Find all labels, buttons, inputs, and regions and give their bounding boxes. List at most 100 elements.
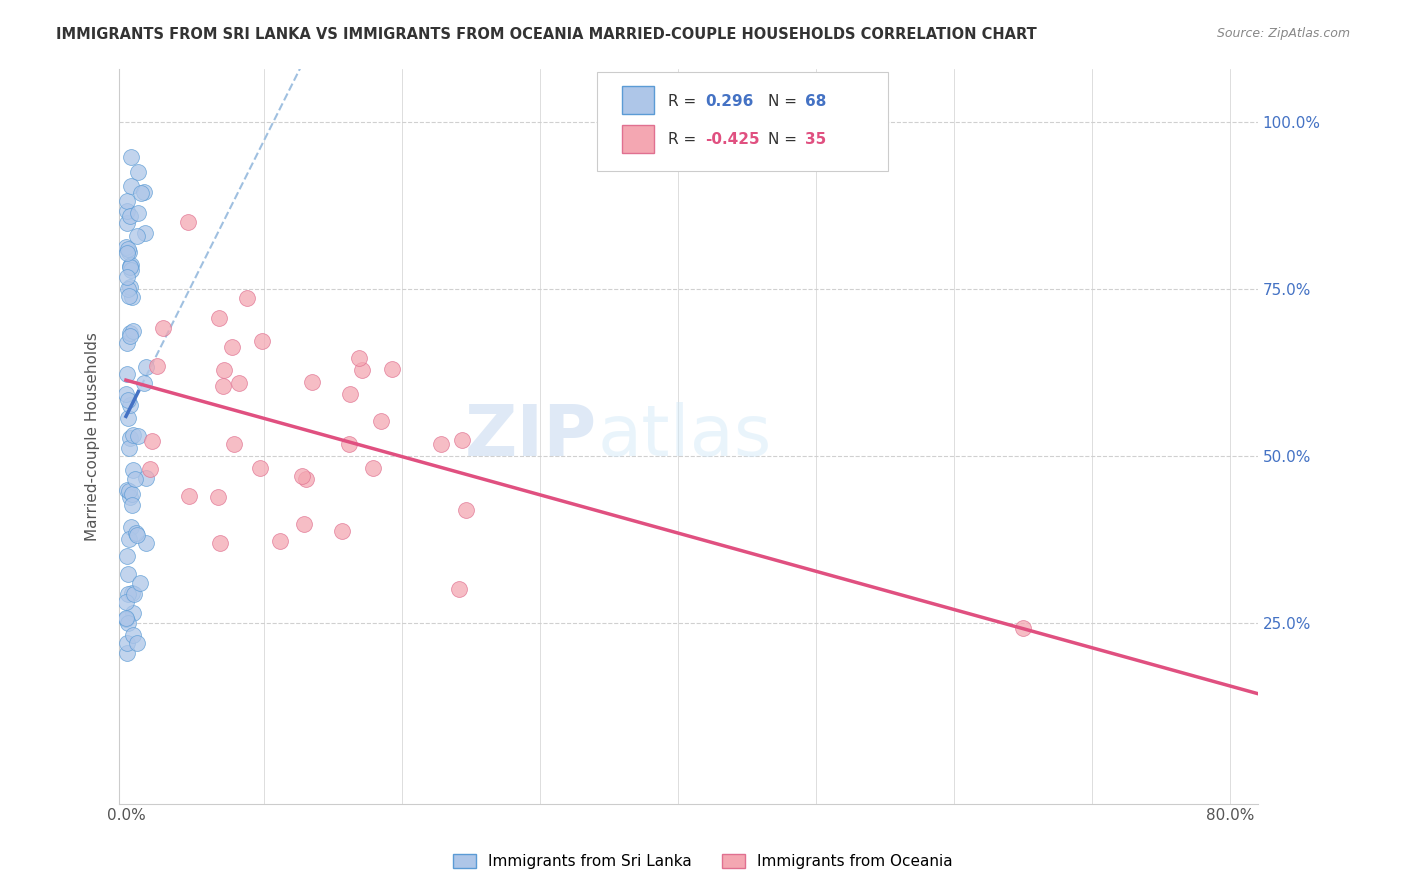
Point (127, 206, 149, 220)
Point (294, 516, 316, 531)
Text: -0.425: -0.425 (706, 132, 761, 147)
Point (117, 243, 139, 257)
Point (177, 215, 200, 229)
Point (129, 575, 152, 590)
Text: 35: 35 (804, 132, 825, 147)
Point (118, 483, 141, 498)
Point (236, 291, 259, 305)
Point (301, 375, 323, 389)
Point (135, 536, 157, 550)
Point (381, 362, 404, 376)
Point (115, 240, 138, 254)
Point (135, 359, 157, 374)
Point (118, 532, 141, 546)
Point (121, 324, 143, 338)
Point (121, 586, 143, 600)
Point (124, 472, 146, 486)
Point (1012, 621, 1035, 635)
Point (152, 321, 174, 335)
Point (212, 363, 235, 377)
Point (429, 437, 451, 451)
Point (352, 363, 374, 377)
Point (127, 429, 149, 443)
Point (141, 434, 163, 448)
Y-axis label: Married-couple Households: Married-couple Households (86, 332, 100, 541)
Legend: Immigrants from Sri Lanka, Immigrants from Oceania: Immigrants from Sri Lanka, Immigrants fr… (447, 848, 959, 875)
Point (269, 534, 291, 549)
Point (146, 359, 169, 374)
Point (134, 227, 156, 241)
Point (115, 612, 138, 626)
Point (228, 376, 250, 390)
Point (115, 336, 138, 351)
Text: R =: R = (668, 132, 702, 147)
Point (118, 260, 141, 274)
Point (121, 498, 143, 512)
Point (115, 646, 138, 660)
FancyBboxPatch shape (598, 72, 887, 171)
Point (339, 387, 361, 401)
Point (127, 165, 149, 179)
Point (295, 472, 318, 486)
Point (117, 216, 139, 230)
Point (135, 471, 157, 485)
Point (125, 636, 148, 650)
Point (117, 282, 139, 296)
Point (124, 526, 146, 541)
Point (121, 463, 143, 477)
Text: ZIP: ZIP (465, 401, 598, 471)
Text: 0.296: 0.296 (706, 94, 754, 109)
Point (208, 311, 231, 326)
Point (330, 524, 353, 538)
Point (115, 636, 138, 650)
Point (120, 258, 142, 272)
Point (127, 228, 149, 243)
Point (450, 433, 472, 447)
Point (120, 263, 142, 277)
Point (337, 437, 360, 451)
Point (250, 334, 273, 348)
Point (118, 398, 141, 412)
Text: IMMIGRANTS FROM SRI LANKA VS IMMIGRANTS FROM OCEANIA MARRIED-COUPLE HOUSEHOLDS C: IMMIGRANTS FROM SRI LANKA VS IMMIGRANTS … (56, 27, 1038, 42)
Point (120, 431, 142, 445)
Text: Source: ZipAtlas.com: Source: ZipAtlas.com (1216, 27, 1350, 40)
Point (115, 194, 138, 208)
Point (139, 462, 162, 476)
Point (120, 150, 142, 164)
Point (118, 289, 141, 303)
Point (291, 468, 314, 483)
Point (117, 411, 139, 425)
Point (117, 245, 139, 260)
Point (122, 428, 145, 442)
Point (120, 179, 142, 194)
Point (121, 606, 143, 620)
Point (207, 490, 229, 504)
Point (118, 441, 141, 455)
Point (117, 615, 139, 630)
Text: N =: N = (768, 94, 801, 109)
Text: N =: N = (768, 132, 801, 147)
Point (125, 528, 148, 542)
Point (117, 392, 139, 407)
Point (120, 280, 142, 294)
Text: 68: 68 (804, 94, 825, 109)
Point (120, 326, 142, 340)
Text: R =: R = (668, 94, 702, 109)
Point (118, 209, 141, 223)
Point (121, 486, 143, 500)
Point (224, 437, 246, 451)
Point (361, 460, 384, 475)
Point (118, 328, 141, 343)
Point (347, 351, 370, 366)
Point (120, 520, 142, 534)
Point (212, 378, 235, 392)
Point (132, 185, 155, 199)
Point (115, 483, 138, 497)
Point (208, 536, 231, 550)
Point (120, 259, 142, 273)
Point (115, 204, 138, 219)
Point (121, 627, 143, 641)
Point (129, 186, 152, 200)
Bar (623, 125, 654, 153)
Point (115, 387, 138, 401)
